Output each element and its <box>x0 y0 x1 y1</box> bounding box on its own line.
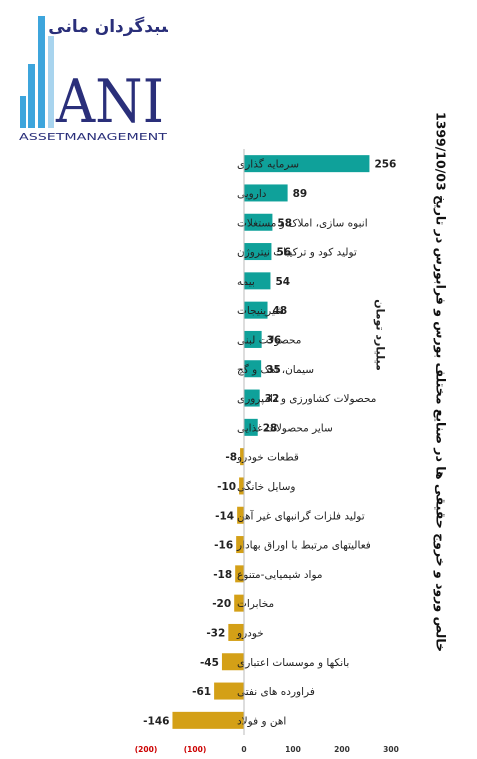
x-tick-2: 0 <box>241 745 246 754</box>
logo-graphic: سبدگردان مانی ANI ASSETMANAGEMENT <box>19 16 178 143</box>
bars-group <box>172 155 370 729</box>
bar-5 <box>244 301 268 319</box>
value-label-8: 32 <box>265 393 280 405</box>
logo-subtitle: ASSETMANAGEMENT <box>19 132 168 143</box>
category-label-15: مخابرات <box>237 598 274 610</box>
value-label-12: -14 <box>215 510 234 522</box>
value-label-6: 36 <box>267 334 282 346</box>
bar-0 <box>244 155 370 173</box>
logo-title: سبدگردان مانی <box>48 16 168 37</box>
category-label-8: محصولات کشاورزی و دامپروری <box>237 393 376 405</box>
category-label-17: بانکها و موسسات اعتباری <box>237 657 349 669</box>
bar-11 <box>239 477 244 495</box>
bar-13 <box>236 536 244 554</box>
bar-9 <box>244 418 258 436</box>
bar-12 <box>237 506 244 524</box>
value-label-11: -10 <box>217 481 236 493</box>
value-label-15: -20 <box>212 598 231 610</box>
bar-7 <box>244 360 262 378</box>
value-label-10: -8 <box>225 452 237 464</box>
logo-bar <box>48 36 54 128</box>
category-label-0: سرمایه گذاری <box>237 158 299 171</box>
category-label-5: شیرینیجات <box>237 305 284 317</box>
value-labels: 256 89 58 56 54 48 36 35 32 28 -8 -10 -14 -16 -18 -20 -3… <box>143 159 396 728</box>
value-label-19: -146 <box>143 715 169 727</box>
bar-3 <box>244 243 272 261</box>
bar-8 <box>244 389 260 407</box>
category-label-12: تولید فلزات گرانبهای غیر آهن <box>237 509 365 522</box>
bar-6 <box>244 330 262 348</box>
bar-4 <box>244 272 271 290</box>
logo-letters: ANI <box>55 67 164 137</box>
category-label-9: سایر محصولات غذایی <box>237 422 333 434</box>
category-label-11: وسایل خانگی <box>237 480 295 493</box>
value-label-4: 54 <box>275 276 290 288</box>
x-axis-ticks: (200) (100) 0 100 200 300 <box>135 745 399 754</box>
bar-18 <box>214 682 244 700</box>
category-label-19: اهن و فولاد <box>237 715 286 727</box>
category-label-1: دارویی <box>237 188 267 200</box>
category-labels: سرمایه گذاری دارویی انبوه سازی، املاک و مس… <box>236 158 376 728</box>
category-label-3: تولید کود و ترکیبات نیتروژن <box>237 247 357 259</box>
category-label-4: بیمه <box>237 276 255 288</box>
bar-10 <box>240 448 244 466</box>
category-label-18: فراورده های نفتی <box>237 686 315 698</box>
value-label-0: 256 <box>374 159 396 171</box>
value-label-3: 56 <box>276 247 291 259</box>
category-label-16: خودرو <box>236 627 264 639</box>
bar-2 <box>244 213 273 231</box>
logo-bar <box>28 64 35 128</box>
category-label-6: محصولات لبنی <box>237 334 301 346</box>
category-label-7: سیمان، اهک و گچ <box>237 363 314 376</box>
value-label-2: 58 <box>277 217 292 229</box>
company-logo: سبدگردان مانی ANI ASSETMANAGEMENT <box>18 12 178 147</box>
logo-bar <box>38 16 45 128</box>
x-tick-5: 300 <box>383 745 399 754</box>
value-label-16: -32 <box>206 627 225 639</box>
bar-1 <box>244 184 288 202</box>
value-label-14: -18 <box>213 569 232 581</box>
value-label-1: 89 <box>293 188 308 200</box>
bar-19 <box>172 711 244 729</box>
value-label-7: 35 <box>266 364 281 376</box>
x-tick-4: 200 <box>334 745 350 754</box>
category-label-10: قطعات خودرو <box>236 452 299 464</box>
category-label-13: فعالیتهای مرتبط با اوراق بهادار <box>236 540 371 552</box>
bar-16 <box>228 623 244 641</box>
bar-14 <box>235 565 244 583</box>
category-label-14: مواد شیمیایی-متنوع <box>237 569 323 581</box>
bar-15 <box>234 594 244 612</box>
x-tick-0: (200) <box>135 745 158 754</box>
value-label-9: 28 <box>263 422 278 434</box>
x-tick-3: 100 <box>285 745 301 754</box>
chart-title-text: خالص ورود و خروج حقیقی ها در صنایع مختلف… <box>433 111 449 653</box>
logo-bar <box>20 96 26 128</box>
bar-17 <box>221 653 244 671</box>
value-label-18: -61 <box>192 686 211 698</box>
value-label-5: 48 <box>273 305 288 317</box>
x-tick-1: (100) <box>184 745 207 754</box>
value-label-13: -16 <box>214 540 233 552</box>
y-axis-label-text: میلیارد تومان <box>373 299 387 371</box>
value-label-17: -45 <box>200 657 219 669</box>
category-label-2: انبوه سازی، املاک و مستغلات <box>237 217 368 229</box>
